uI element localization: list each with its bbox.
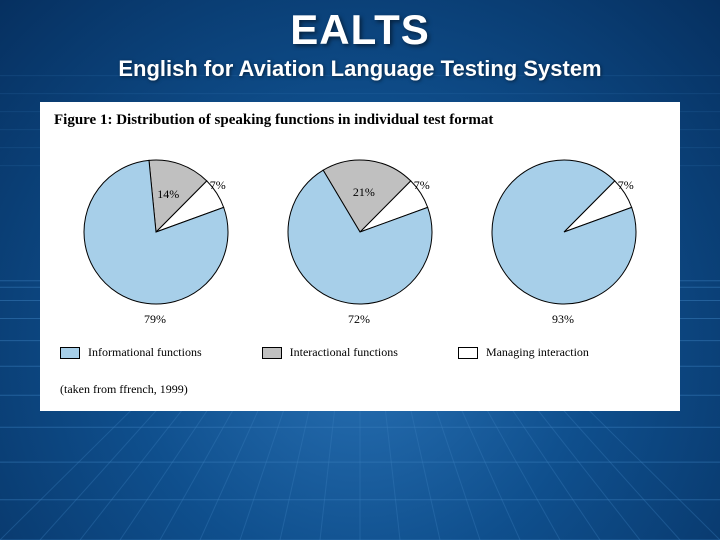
legend-item-informational: Informational functions (60, 345, 202, 360)
pie-slice-label: 93% (552, 312, 574, 327)
slide-header: EALTS English for Aviation Language Test… (0, 0, 720, 82)
pie-slice-label: 7% (210, 178, 226, 193)
legend-swatch-interactional (262, 347, 282, 359)
figure-card: Figure 1: Distribution of speaking funct… (40, 102, 680, 411)
legend-label: Managing interaction (486, 345, 589, 360)
legend-label: Interactional functions (290, 345, 398, 360)
pie-slice-label: 7% (414, 178, 430, 193)
figure-citation: (taken from ffrench, 1999) (60, 382, 666, 397)
pie-slice-label: 14% (157, 187, 179, 202)
legend-label: Informational functions (88, 345, 202, 360)
pie-chart-2: 7% 21% 72% (265, 137, 455, 327)
legend-swatch-informational (60, 347, 80, 359)
pie-slice-label: 72% (348, 312, 370, 327)
slide-title: EALTS (0, 6, 720, 54)
legend-item-interactional: Interactional functions (262, 345, 398, 360)
slide-subtitle: English for Aviation Language Testing Sy… (0, 56, 720, 82)
legend-item-managing: Managing interaction (458, 345, 589, 360)
figure-title: Figure 1: Distribution of speaking funct… (54, 112, 666, 129)
pie-slice-label: 21% (353, 185, 375, 200)
pie-row: 7% 14% 79% 7% 21% 72% 7% 93% (54, 137, 666, 327)
pie-slice-label: 7% (618, 178, 634, 193)
legend-swatch-managing (458, 347, 478, 359)
pie-slice-label: 79% (144, 312, 166, 327)
pie-chart-1: 7% 14% 79% (61, 137, 251, 327)
pie-chart-3: 7% 93% (469, 137, 659, 327)
legend: Informational functions Interactional fu… (60, 345, 666, 360)
